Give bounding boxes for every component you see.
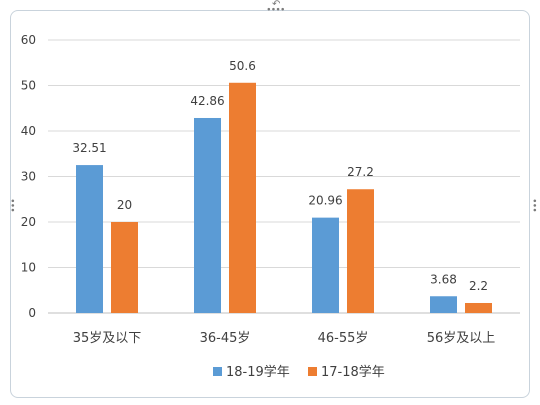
bar-series2	[465, 302, 492, 313]
data-label: 20.96	[308, 194, 342, 208]
legend-swatch-series1	[213, 367, 222, 376]
y-tick-label: 0	[28, 306, 36, 320]
data-label: 2.2	[469, 279, 488, 293]
y-tick-label: 50	[21, 79, 36, 93]
y-axis-ticks: 0 10 20 30 40 50 60	[21, 33, 36, 320]
data-label: 50.6	[229, 59, 256, 73]
resize-handle-top[interactable]: ∙∙∙∙	[266, 5, 286, 15]
category-label: 35岁及以下	[73, 331, 142, 346]
bar-series2	[347, 189, 374, 313]
data-label: 3.68	[430, 272, 457, 286]
y-tick-label: 10	[21, 261, 36, 275]
y-tick-label: 20	[21, 215, 36, 229]
bar-series1	[430, 296, 457, 313]
category-label: 36-45岁	[200, 331, 251, 346]
legend-swatch-series2	[308, 367, 317, 376]
data-label: 42.86	[190, 94, 224, 108]
y-tick-label: 60	[21, 33, 36, 47]
bar-series1	[76, 165, 103, 313]
bar-series1	[194, 117, 221, 313]
resize-handle-left[interactable]: ∙∙∙	[7, 198, 17, 212]
y-tick-label: 30	[21, 170, 36, 184]
bar-series2	[111, 222, 138, 313]
data-label: 32.51	[72, 141, 106, 155]
data-labels: 32.51 20 42.86 50.6 20.96 27.2 3.68 2.2	[72, 59, 488, 293]
data-label: 27.2	[347, 165, 374, 179]
category-label: 46-55岁	[318, 331, 369, 346]
category-label: 56岁及以上	[427, 331, 496, 346]
x-axis-categories: 35岁及以下 36-45岁 46-55岁 56岁及以上	[73, 331, 496, 346]
y-tick-label: 40	[21, 124, 36, 138]
bar-series2	[229, 82, 256, 314]
bars	[76, 82, 492, 314]
data-label: 20	[117, 198, 132, 212]
bar-series1	[312, 217, 339, 313]
rotate-handle-icon[interactable]: ↶	[272, 0, 280, 10]
resize-handle-right[interactable]: ∙∙∙	[529, 198, 539, 212]
legend: 18-19学年 17-18学年	[213, 364, 385, 380]
legend-label-series2: 17-18学年	[321, 364, 385, 380]
legend-label-series1: 18-19学年	[226, 364, 290, 380]
